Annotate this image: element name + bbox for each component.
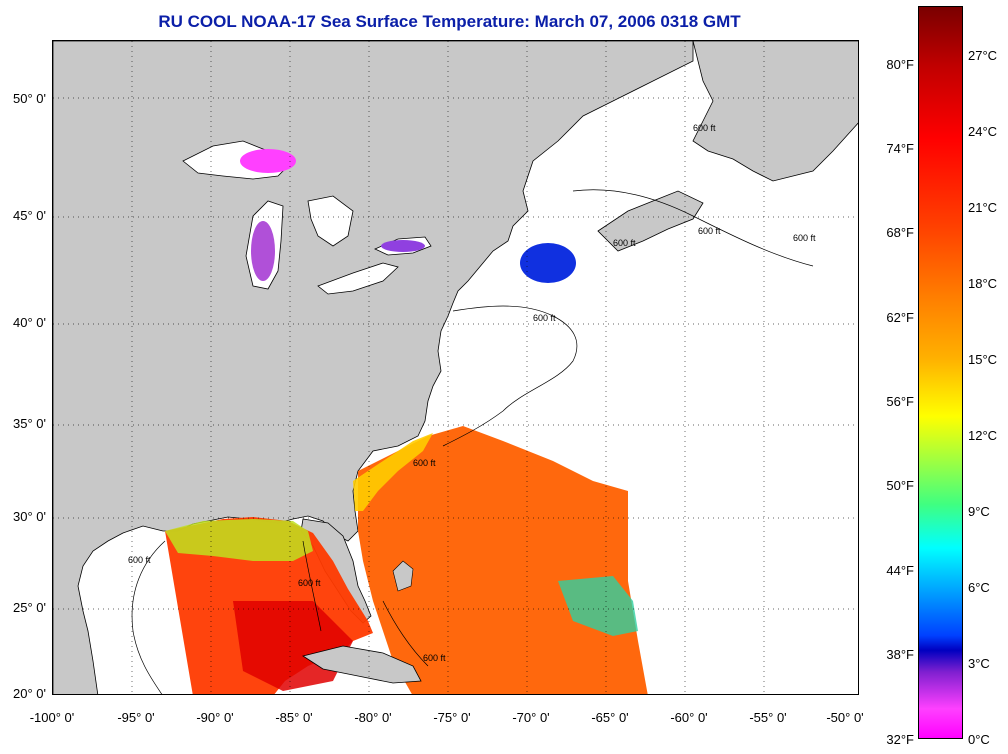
land-cuba — [302, 645, 422, 684]
isobath-label: 600 ft — [693, 123, 716, 133]
isobath-label: 600 ft — [413, 458, 436, 468]
lon-label: -60° 0' — [670, 710, 708, 725]
map-title: RU COOL NOAA-17 Sea Surface Temperature:… — [158, 12, 741, 31]
colorbar-fahrenheit-label: 62°F — [886, 310, 914, 325]
sst-gulf-of-maine — [520, 243, 576, 283]
lon-label: -90° 0' — [196, 710, 234, 725]
colorbar-celsius-label: 21°C — [968, 200, 998, 215]
sst-lake-superior — [240, 149, 296, 173]
lat-label: 35° 0' — [13, 416, 46, 431]
lat-label: 25° 0' — [13, 600, 46, 615]
colorbar-fahrenheit-label: 74°F — [886, 141, 914, 156]
lat-label: 45° 0' — [13, 208, 46, 223]
isobath-label: 600 ft — [793, 233, 816, 243]
lat-label: 50° 0' — [13, 91, 46, 106]
sst-lake-ontario — [381, 240, 425, 252]
lon-label: -55° 0' — [749, 710, 787, 725]
colorbar-celsius-label: 15°C — [968, 352, 998, 367]
land-maritimes — [692, 41, 858, 182]
sst-swath-atlantic — [358, 426, 648, 694]
graticule — [53, 41, 858, 694]
colorbar-celsius-label: 12°C — [968, 428, 998, 443]
lake-erie — [317, 262, 399, 295]
lat-label: 40° 0' — [13, 315, 46, 330]
lon-label: -95° 0' — [117, 710, 155, 725]
map-area[interactable]: 600 ft 600 ft 600 ft 600 ft 600 ft 600 f… — [52, 40, 859, 695]
colorbar-celsius-label: 3°C — [968, 656, 990, 671]
isobath-label: 600 ft — [128, 555, 151, 565]
lon-label: -50° 0' — [826, 710, 864, 725]
land-nova-scotia — [597, 190, 704, 252]
sst-swath-gulf-shelf — [165, 519, 313, 561]
lon-label: -65° 0' — [591, 710, 629, 725]
colorbar-fahrenheit-label: 50°F — [886, 478, 914, 493]
lon-label: -70° 0' — [512, 710, 550, 725]
isobath-label: 600 ft — [613, 238, 636, 248]
lake-huron — [307, 195, 354, 247]
colorbar-celsius-label: 24°C — [968, 124, 998, 139]
isobath-600ft — [131, 189, 814, 694]
lon-label: -85° 0' — [275, 710, 313, 725]
colorbar-celsius-label: 0°C — [968, 732, 990, 747]
isobath-label: 600 ft — [698, 226, 721, 236]
lon-label: -80° 0' — [354, 710, 392, 725]
colorbar-fahrenheit-label: 32°F — [886, 732, 914, 747]
colorbar-celsius-label: 6°C — [968, 580, 990, 595]
colorbar-fahrenheit-label: 68°F — [886, 225, 914, 240]
colorbar-fahrenheit-label: 38°F — [886, 647, 914, 662]
sst-swath-yellow-shelf — [353, 433, 433, 511]
land-bahamas — [392, 560, 414, 592]
temperature-colorbar — [918, 6, 963, 739]
lat-label: 20° 0' — [13, 686, 46, 701]
colorbar-celsius-label: 9°C — [968, 504, 990, 519]
lat-label: 30° 0' — [13, 509, 46, 524]
isobath-label: 600 ft — [423, 653, 446, 663]
isobath-label: 600 ft — [298, 578, 321, 588]
colorbar-fahrenheit-label: 56°F — [886, 394, 914, 409]
isobath-label: 600 ft — [533, 313, 556, 323]
colorbar-celsius-label: 18°C — [968, 276, 998, 291]
colorbar-fahrenheit-label: 44°F — [886, 563, 914, 578]
colorbar-celsius-label: 27°C — [968, 48, 998, 63]
sst-lake-michigan — [251, 221, 275, 281]
lon-label: -75° 0' — [433, 710, 471, 725]
lon-label: -100° 0' — [29, 710, 75, 725]
sst-swath-green-east — [558, 576, 638, 636]
sst-map-svg: 600 ft 600 ft 600 ft 600 ft 600 ft 600 f… — [53, 41, 858, 694]
colorbar-fahrenheit-label: 80°F — [886, 57, 914, 72]
